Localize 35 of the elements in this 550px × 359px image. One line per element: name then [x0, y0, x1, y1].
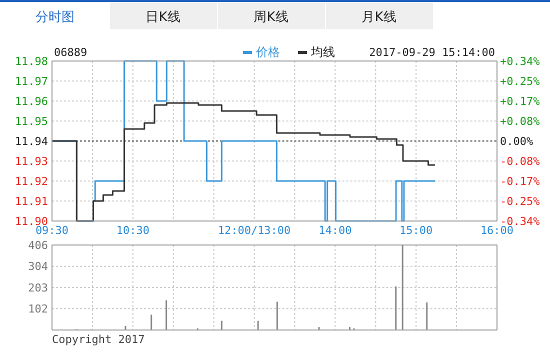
- y-tick-label: 11.96: [14, 94, 48, 108]
- text: +0.08%: [500, 114, 540, 128]
- text: Copyright 2017: [52, 333, 145, 346]
- y-tick-label: 11.95: [14, 114, 48, 128]
- text: 06889: [54, 46, 88, 59]
- text: 2017-09-29 15:14:00: [369, 46, 495, 59]
- x-tick-label: 14:00: [318, 224, 352, 237]
- y-tick-label: 11.92: [14, 174, 48, 188]
- x-tick-label: 12:00/13:00: [218, 224, 291, 237]
- x-tick-label: 10:30: [116, 224, 150, 237]
- text: 日K线: [146, 10, 180, 25]
- text: -0.25%: [500, 194, 540, 208]
- text: +0.17%: [500, 94, 540, 108]
- text: 周K线: [254, 10, 288, 25]
- y-tick-label: 203: [28, 281, 48, 294]
- legend-label: 均线: [310, 45, 335, 59]
- text: +0.34%: [500, 54, 540, 68]
- legend-label: 价格: [255, 45, 280, 59]
- text: -0.08%: [500, 154, 540, 168]
- y-tick-label: 406: [28, 238, 48, 252]
- text: +0.25%: [500, 74, 540, 88]
- text: 月K线: [362, 10, 396, 25]
- text: 0.00%: [500, 134, 534, 148]
- y-tick-label: 102: [28, 302, 48, 316]
- y-tick-label: 11.97: [14, 74, 48, 88]
- x-tick-label: 15:00: [400, 224, 433, 237]
- y-tick-label: 11.91: [14, 194, 48, 208]
- y-tick-label: 304: [28, 260, 48, 274]
- y-tick-label: 11.94: [14, 134, 48, 148]
- y-tick-label: 11.93: [14, 154, 48, 168]
- text: -0.17%: [500, 174, 540, 188]
- y-tick-label: 11.98: [14, 54, 48, 68]
- x-tick-label: 09:30: [35, 224, 69, 237]
- x-tick-label: 16:00: [480, 224, 514, 237]
- text: 分时图: [36, 10, 74, 25]
